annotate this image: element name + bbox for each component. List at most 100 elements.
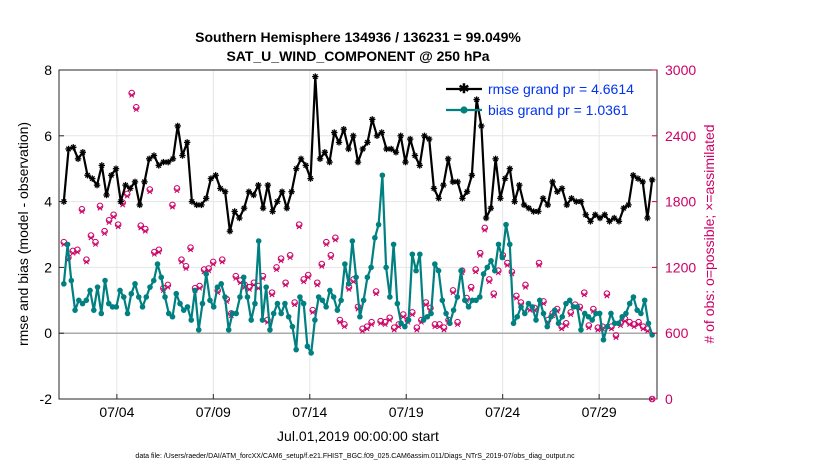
rmse-star-stroke — [274, 198, 281, 205]
rmse-star-stroke — [625, 202, 632, 208]
rmse-star-stroke — [644, 215, 651, 221]
obs-assimilated-stroke — [640, 326, 646, 332]
obs-assimilated-stroke — [319, 263, 325, 269]
obs-assimilated-stroke — [287, 254, 293, 261]
obs-assimilated-marker — [441, 327, 447, 333]
bias-point — [390, 241, 397, 248]
rmse-star-stroke — [416, 162, 423, 169]
obs-assimilated-marker — [450, 290, 456, 296]
rmse-point — [274, 198, 281, 205]
rmse-point — [221, 188, 229, 195]
bias-point — [432, 261, 438, 267]
bias-point — [420, 317, 427, 323]
legend-rmse-label: rmse grand pr = 4.6614 — [488, 81, 634, 97]
obs-assimilated-marker — [106, 219, 112, 225]
bias-point — [619, 313, 625, 320]
rmse-star-stroke — [402, 159, 409, 165]
bias-point — [315, 294, 322, 300]
rmse-point — [592, 211, 599, 218]
bias-point — [394, 300, 401, 307]
bias-point — [428, 310, 434, 317]
obs-assimilated-marker — [292, 302, 298, 308]
bias-point — [72, 307, 78, 313]
bias-point — [203, 271, 210, 277]
rmse-point — [611, 214, 618, 222]
obs-assimilated-stroke — [455, 321, 461, 327]
bias-point — [548, 313, 554, 320]
rmse-point — [183, 139, 191, 146]
rmse-star-stroke — [379, 129, 385, 136]
rmse-point — [326, 158, 333, 166]
bias-point — [342, 261, 348, 267]
plot-frame — [58, 69, 658, 400]
rmse-star-stroke — [265, 182, 271, 188]
rmse-star-stroke — [336, 139, 342, 146]
obs-assimilated-marker — [350, 279, 357, 285]
obs-assimilated-marker — [246, 286, 252, 292]
rmse-star-stroke — [398, 133, 404, 139]
rmse-star-stroke — [293, 166, 300, 172]
x-axis-label: Jul.01,2019 00:00:00 start — [277, 428, 439, 444]
rmse-point — [150, 152, 158, 159]
obs-assimilated-marker — [513, 295, 519, 301]
legend-bias-dot-icon — [460, 106, 468, 114]
bias-point — [173, 290, 180, 297]
rmse-point — [231, 208, 238, 215]
x-tick-label: 07/09 — [196, 404, 231, 420]
obs-assimilated-stroke — [450, 290, 456, 296]
rmse-point — [226, 228, 234, 235]
bias-point — [574, 304, 581, 310]
rmse-star-stroke — [549, 179, 556, 185]
bias-point — [210, 304, 217, 310]
rmse-point — [577, 198, 585, 205]
obs-assimilated-stroke — [631, 324, 637, 330]
rmse-point — [615, 218, 623, 225]
obs-assimilated-marker — [387, 317, 393, 323]
obs-assimilated-stroke — [201, 269, 207, 275]
rmse-point — [520, 201, 528, 209]
obs-assimilated-stroke — [323, 241, 329, 247]
obs-assimilated-marker — [423, 302, 429, 308]
rmse-point — [74, 155, 82, 163]
rmse-point — [444, 155, 452, 163]
bias-series — [61, 172, 655, 356]
obs-assimilated-stroke — [581, 292, 587, 298]
rmse-star-stroke — [279, 189, 285, 195]
bias-point — [462, 297, 468, 304]
bias-point — [124, 310, 131, 317]
obs-assimilated-stroke — [169, 204, 175, 210]
legend-rmse-star-icon: ✱ — [459, 81, 470, 96]
rmse-point — [165, 158, 172, 166]
rmse-star-stroke — [189, 198, 195, 205]
obs-assimilated-marker — [568, 312, 574, 318]
left-y-tick-label: 0 — [44, 325, 52, 341]
obs-assimilated-marker — [165, 284, 171, 290]
legend: ✱ rmse grand pr = 4.6614 bias grand pr =… — [446, 81, 634, 118]
bias-point — [192, 287, 198, 294]
right-y-tick-label: 2400 — [665, 128, 696, 144]
rmse-point — [98, 162, 105, 169]
rmse-point — [283, 204, 291, 212]
rmse-point — [544, 201, 551, 209]
bias-point — [222, 294, 228, 300]
obs-assimilated-stroke — [88, 235, 94, 241]
bias-point — [68, 277, 75, 284]
rmse-point — [478, 122, 485, 130]
obs-assimilated-stroke — [350, 279, 357, 285]
rmse-point — [497, 195, 504, 202]
bias-point — [94, 284, 101, 290]
obs-assimilated-marker — [102, 230, 108, 236]
rmse-star-stroke — [132, 179, 138, 185]
obs-assimilated-stroke — [382, 321, 388, 327]
rmse-star-stroke — [212, 172, 219, 178]
obs-assimilated-stroke — [423, 302, 429, 308]
rmse-star-stroke — [326, 159, 333, 165]
obs-assimilated-stroke — [273, 267, 280, 273]
bias-point — [405, 317, 412, 323]
obs-assimilated-marker — [468, 286, 474, 292]
rmse-point — [65, 145, 72, 153]
rmse-star-stroke — [231, 208, 238, 215]
rmse-point — [606, 218, 613, 225]
rmse-star-stroke — [99, 162, 105, 169]
obs-assimilated-stroke — [283, 282, 289, 288]
